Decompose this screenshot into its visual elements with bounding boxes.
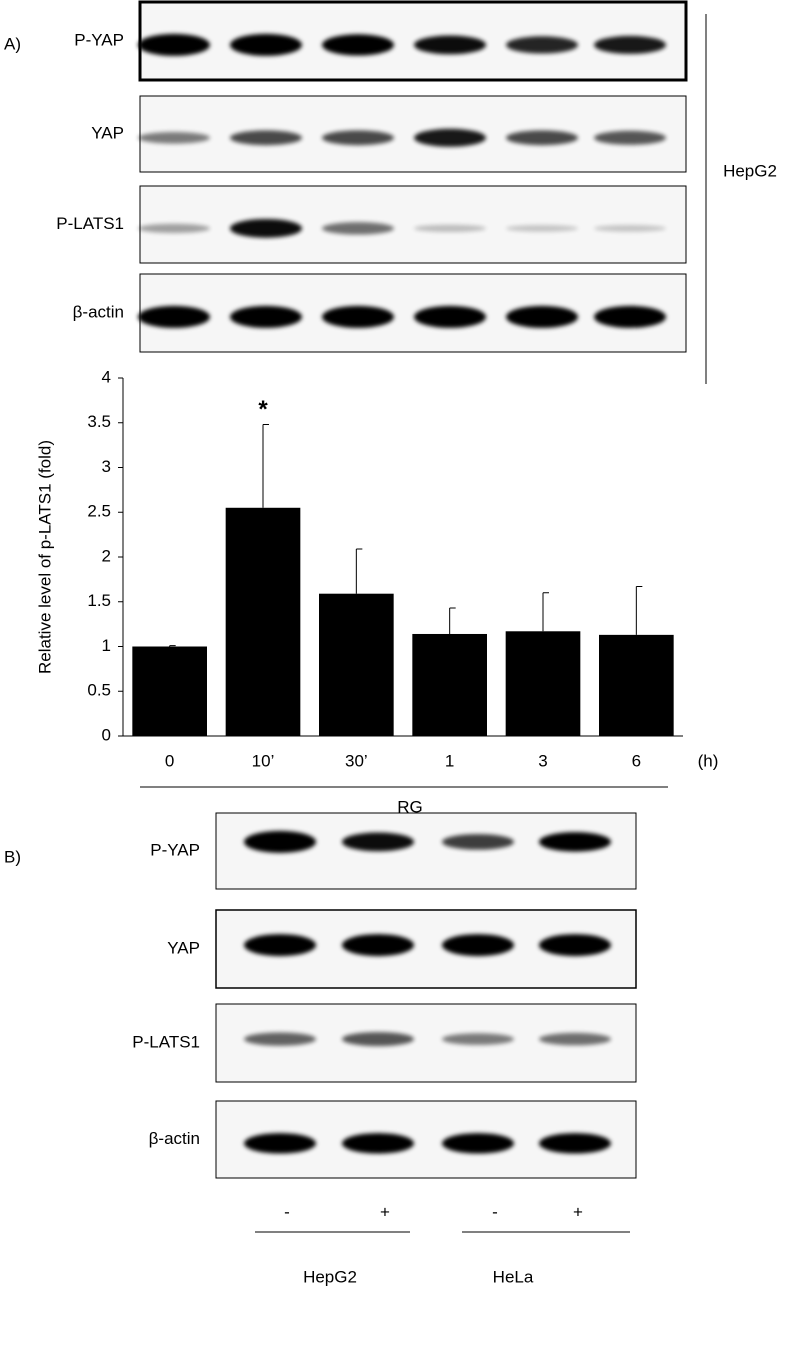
band <box>230 218 302 238</box>
band <box>138 33 210 56</box>
x-tick-label: 30’ <box>345 751 368 770</box>
band <box>539 1133 611 1154</box>
x-tick-label: 1 <box>445 751 454 770</box>
band <box>342 1032 414 1047</box>
x-tick-label: 3 <box>538 751 547 770</box>
band <box>594 224 666 232</box>
band <box>414 305 486 328</box>
blot-label: YAP <box>91 123 124 142</box>
bar <box>412 633 487 736</box>
error-bar <box>355 548 363 594</box>
blot-label: β-actin <box>73 302 124 321</box>
band <box>442 1133 514 1154</box>
cell-line-label: HepG2 <box>723 161 777 180</box>
group-label: HeLa <box>493 1267 534 1286</box>
band <box>244 934 316 957</box>
y-tick-label: 3 <box>102 457 111 476</box>
band <box>342 1133 414 1154</box>
band <box>342 934 414 957</box>
band <box>138 223 210 233</box>
band <box>414 224 486 232</box>
band <box>322 130 394 146</box>
treatment-label: + <box>380 1202 390 1221</box>
y-tick-label: 4 <box>102 367 111 386</box>
band <box>322 34 394 56</box>
annotation: * <box>258 396 268 423</box>
y-tick-label: 1.5 <box>87 591 111 610</box>
band <box>230 305 302 328</box>
x-tick-label: 10’ <box>252 751 275 770</box>
bar <box>225 507 301 736</box>
treatment-label: + <box>573 1202 583 1221</box>
y-tick-label: 0 <box>102 725 111 744</box>
band <box>244 830 316 853</box>
error-bar <box>635 586 643 635</box>
y-tick-label: 1 <box>102 636 111 655</box>
y-tick-label: 0.5 <box>87 681 111 700</box>
blot-label: YAP <box>167 938 200 957</box>
band <box>244 1133 316 1154</box>
error-bar <box>449 607 456 634</box>
band <box>539 1032 611 1046</box>
band <box>342 832 414 852</box>
band <box>230 33 302 56</box>
band <box>138 132 210 144</box>
blot-label: β-actin <box>149 1129 200 1148</box>
bar <box>505 631 581 736</box>
x-unit: (h) <box>698 751 719 770</box>
blot-label: P-YAP <box>150 840 200 859</box>
band <box>506 224 578 232</box>
band <box>442 1033 514 1045</box>
band <box>414 35 486 55</box>
band <box>594 130 666 145</box>
y-axis-label: Relative level of p-LATS1 (fold) <box>35 440 54 674</box>
y-tick-label: 3.5 <box>87 412 111 431</box>
panel-label: B) <box>4 847 21 866</box>
bar <box>319 593 394 736</box>
band <box>230 130 302 146</box>
band <box>322 222 394 235</box>
y-tick-label: 2.5 <box>87 502 111 521</box>
treatment-label: - <box>492 1202 498 1221</box>
error-bar <box>169 645 176 647</box>
band <box>244 1032 316 1046</box>
x-tick-label: 0 <box>165 751 174 770</box>
group-label: HepG2 <box>303 1267 357 1286</box>
panel-label: A) <box>4 34 21 53</box>
band <box>442 834 514 850</box>
band <box>506 36 578 54</box>
band <box>594 305 666 328</box>
blot-label: P-YAP <box>74 30 124 49</box>
blot-frame <box>138 0 688 82</box>
x-tick-label: 6 <box>632 751 641 770</box>
error-bar <box>262 424 269 508</box>
bar <box>599 634 674 736</box>
band <box>506 305 578 328</box>
group-label: RG <box>397 797 423 816</box>
blot-frame <box>139 273 687 353</box>
band <box>414 128 486 147</box>
blot-frame <box>139 185 687 264</box>
band <box>539 832 611 852</box>
band <box>138 305 210 328</box>
band <box>442 934 514 957</box>
treatment-label: - <box>284 1202 290 1221</box>
error-bar <box>542 592 549 632</box>
blot-label: P-LATS1 <box>56 214 124 233</box>
band <box>506 130 578 146</box>
band <box>322 305 394 328</box>
y-tick-label: 2 <box>102 546 111 565</box>
blot-label: P-LATS1 <box>132 1032 200 1051</box>
band <box>594 35 666 54</box>
band <box>539 934 611 957</box>
bar <box>132 646 207 736</box>
blot-frame <box>139 95 687 173</box>
